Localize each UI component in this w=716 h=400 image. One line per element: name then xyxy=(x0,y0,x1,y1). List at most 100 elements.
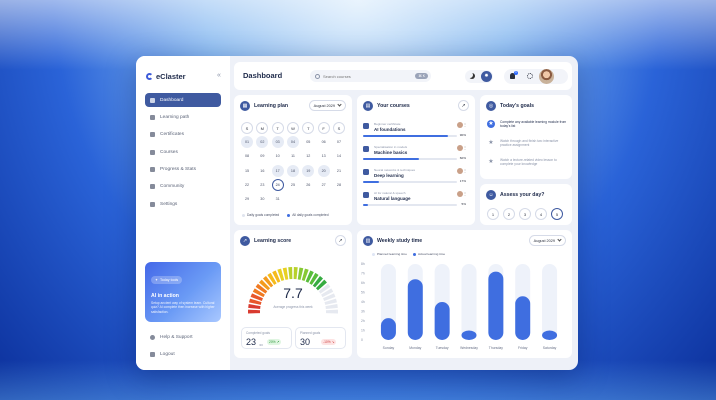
calendar-day[interactable]: 02 xyxy=(256,136,269,149)
course-progress-fill xyxy=(363,181,379,183)
sidebar-item-dashboard[interactable]: Dashboard xyxy=(145,93,221,107)
more-icon[interactable]: ⋮ xyxy=(463,191,467,196)
calendar-week: 22 23 24 25 26 27 28 xyxy=(241,178,345,191)
calendar-day[interactable]: 03 xyxy=(271,136,284,149)
actual-bar[interactable] xyxy=(407,279,423,340)
card-title: Weekly study time xyxy=(377,238,423,244)
gauge-segment xyxy=(324,298,337,305)
gear-icon[interactable] xyxy=(527,73,533,79)
theme-toggle[interactable]: ✹ xyxy=(465,70,493,83)
course-item[interactable]: Neural networks & techniques Deep learnin… xyxy=(363,168,467,186)
rating-option[interactable]: 4 xyxy=(535,208,547,220)
certificate-icon xyxy=(150,132,155,138)
calendar-day[interactable]: 09 xyxy=(260,154,265,159)
weekday-label: F xyxy=(317,122,330,134)
course-item[interactable]: Specialisation in models Machine basics ⋮ 6… xyxy=(363,145,467,163)
actual-bar[interactable] xyxy=(488,271,504,340)
sidebar-item-learning-path[interactable]: Learning path xyxy=(145,110,221,124)
calendar-day[interactable]: 19 xyxy=(302,164,315,177)
calendar-day[interactable]: 24 xyxy=(271,178,284,191)
path-icon xyxy=(150,114,155,120)
actual-bar[interactable] xyxy=(380,318,396,340)
rating-option[interactable]: 2 xyxy=(503,208,515,220)
arrow-up-right-icon: ↗ xyxy=(461,103,466,109)
gauge-segment xyxy=(309,272,319,285)
calendar-day[interactable]: 18 xyxy=(286,164,299,177)
calendar-day[interactable]: 14 xyxy=(336,154,342,159)
actual-bar[interactable] xyxy=(461,330,477,341)
stat-label: Planned goals xyxy=(300,331,321,335)
course-item[interactable]: AI for natural & speech Natural language ⋮… xyxy=(363,191,467,209)
calendar-day[interactable]: 26 xyxy=(306,182,311,187)
course-progress-track xyxy=(363,181,457,183)
sidebar-item-help[interactable]: Help & Support xyxy=(145,330,221,344)
course-name: Deep learning xyxy=(374,172,404,178)
sidebar-item-settings[interactable]: Settings xyxy=(145,197,221,211)
calendar-day[interactable]: 01 xyxy=(241,136,253,149)
app-logo[interactable]: eClaster xyxy=(146,72,186,81)
calendar-day[interactable]: 17 xyxy=(271,164,284,177)
sidebar-item-label: Logout xyxy=(160,351,175,357)
actual-bar[interactable] xyxy=(542,330,558,341)
more-icon[interactable]: ⋮ xyxy=(463,145,467,150)
sidebar-item-logout[interactable]: Logout xyxy=(145,347,221,361)
goal-item[interactable]: ★ Watch a lecture-related video lesson to… xyxy=(487,158,569,166)
rating-option[interactable]: 5 xyxy=(551,208,563,220)
sidebar-item-courses[interactable]: Courses xyxy=(145,145,221,159)
goal-item[interactable]: ★ Complete any available learning module … xyxy=(487,120,569,128)
more-icon[interactable]: ⋮ xyxy=(463,168,467,173)
calendar-day[interactable]: 08 xyxy=(244,154,250,159)
open-courses-button[interactable]: ↗ xyxy=(458,100,469,111)
study-month-select[interactable]: August 2029 xyxy=(528,235,566,246)
calendar-day[interactable]: 10 xyxy=(275,154,280,159)
search-bar[interactable]: ⌘ K xyxy=(310,70,431,82)
calendar-day[interactable]: 12 xyxy=(306,154,311,159)
month-select[interactable]: August 2029 xyxy=(308,100,346,111)
calendar-day[interactable]: 13 xyxy=(321,154,326,159)
promo-title: AI in action xyxy=(151,293,179,299)
card-title: Learning plan xyxy=(254,103,289,109)
more-icon[interactable]: ⋮ xyxy=(463,122,467,127)
gauge-segment xyxy=(312,275,324,288)
weekday-label: W xyxy=(286,122,299,134)
search-input[interactable] xyxy=(323,73,403,79)
calendar-day[interactable]: 30 xyxy=(260,196,265,201)
calendar-day[interactable]: 06 xyxy=(321,140,326,145)
avatar[interactable] xyxy=(539,69,554,84)
calendar-day[interactable]: 22 xyxy=(244,182,250,187)
goal-item[interactable]: ★ Watch through and finish two interactiv… xyxy=(487,139,569,147)
actual-bar[interactable] xyxy=(434,302,450,340)
calendar-day[interactable]: 27 xyxy=(321,182,326,187)
x-tick-label: Thursday xyxy=(489,346,503,350)
collapse-sidebar-icon[interactable]: « xyxy=(217,72,221,79)
rating-option[interactable]: 3 xyxy=(519,208,531,220)
calendar-day[interactable]: 16 xyxy=(260,168,265,173)
calendar-day[interactable]: 25 xyxy=(290,182,296,187)
actual-bar[interactable] xyxy=(515,296,531,340)
stat-value: 30 xyxy=(300,337,311,347)
target-icon: ◎ xyxy=(486,101,496,111)
calendar-day[interactable]: 05 xyxy=(306,140,311,145)
calendar-day[interactable]: 28 xyxy=(336,182,342,187)
rating-option[interactable]: 1 xyxy=(487,208,499,220)
calendar-icon: ▦ xyxy=(240,101,250,111)
sidebar-item-progress[interactable]: Progress & Stats xyxy=(145,163,221,177)
calendar-day[interactable]: 29 xyxy=(244,196,250,201)
open-score-button[interactable]: ↗ xyxy=(335,235,346,246)
calendar-day[interactable]: 20 xyxy=(317,164,330,177)
calendar-day[interactable]: 31 xyxy=(275,196,280,201)
calendar-day[interactable]: 21 xyxy=(336,168,342,173)
calendar-day[interactable]: 23 xyxy=(260,182,265,187)
calendar-day[interactable]: 04 xyxy=(286,136,299,149)
course-item[interactable]: Beginner certificate AI foundations ⋮ 90% xyxy=(363,122,467,140)
calendar-day[interactable]: 15 xyxy=(244,168,250,173)
sidebar-item-certificates[interactable]: Certificates xyxy=(145,128,221,142)
sidebar-item-community[interactable]: Community xyxy=(145,180,221,194)
gauge-segment xyxy=(250,293,263,301)
bell-icon[interactable] xyxy=(510,73,515,79)
y-tick-label: 2h xyxy=(361,319,365,323)
x-tick-label: Monday xyxy=(409,346,421,350)
calendar-day[interactable]: 07 xyxy=(336,140,342,145)
ai-promo-card[interactable]: ✦ Today tools AI in action Setup ancient… xyxy=(145,262,221,322)
calendar-day[interactable]: 11 xyxy=(291,154,295,159)
